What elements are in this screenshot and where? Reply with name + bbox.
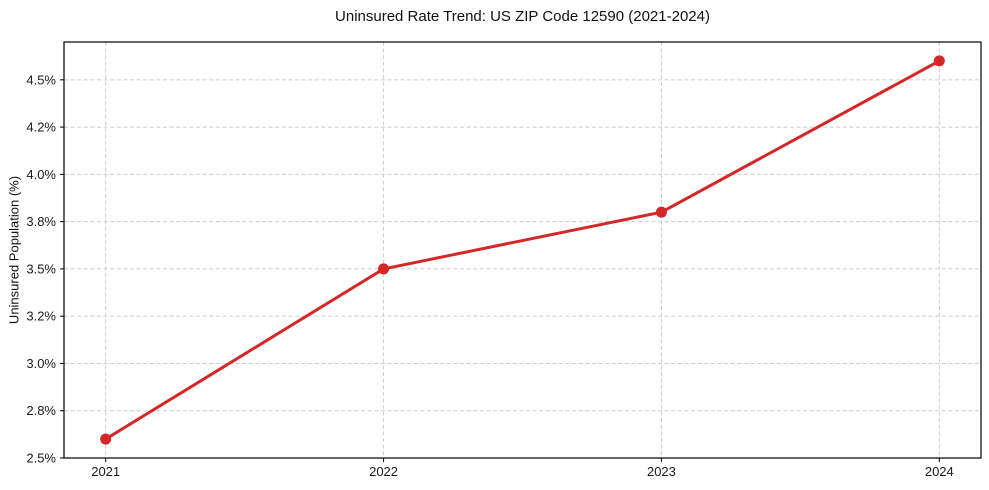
y-tick-label: 4.5% (26, 72, 56, 87)
trend-line (104, 59, 941, 441)
data-point (100, 433, 112, 445)
x-tick-label: 2022 (369, 464, 398, 479)
y-tick-label: 2.5% (26, 451, 56, 466)
y-tick-label: 4.2% (26, 120, 56, 135)
y-tick-label: 2.8% (26, 403, 56, 418)
plot-border (63, 41, 982, 459)
y-tick-label: 4.0% (26, 167, 56, 182)
data-point (933, 55, 945, 67)
y-tick-label: 3.2% (26, 309, 56, 324)
data-point (378, 263, 390, 275)
y-axis-label: Uninsured Population (%) (6, 175, 22, 325)
data-point (655, 206, 667, 218)
y-tick-label: 3.5% (26, 261, 56, 276)
y-tick-label: 3.0% (26, 356, 56, 371)
x-tick-label: 2021 (91, 464, 120, 479)
x-tick-label: 2023 (647, 464, 676, 479)
chart-title: Uninsured Rate Trend: US ZIP Code 12590 … (335, 8, 710, 25)
y-tick-label: 3.8% (26, 214, 56, 229)
x-tick-label: 2024 (925, 464, 954, 479)
